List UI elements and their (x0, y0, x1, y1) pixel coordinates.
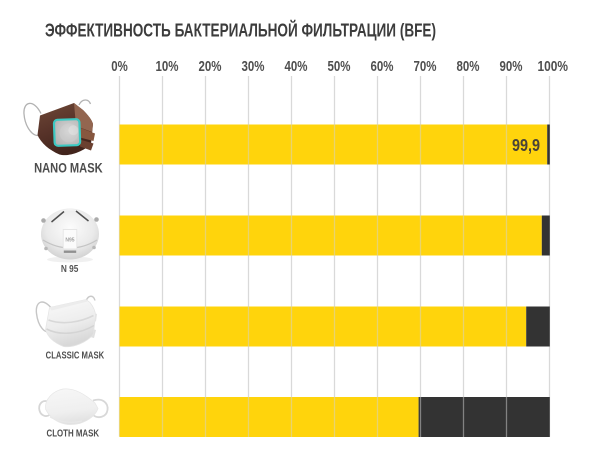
svg-text:100%: 100% (537, 58, 568, 75)
svg-text:70%: 70% (414, 58, 437, 75)
svg-text:N 95: N 95 (61, 264, 79, 275)
svg-text:90%: 90% (500, 58, 523, 75)
svg-text:NANO MASK: NANO MASK (34, 160, 103, 176)
svg-text:50%: 50% (328, 58, 351, 75)
svg-text:99,9: 99,9 (512, 135, 540, 155)
svg-text:0%: 0% (111, 58, 128, 75)
svg-text:ЭФФЕКТИВНОСТЬ БАКТЕРИАЛЬНОЙ ФИ: ЭФФЕКТИВНОСТЬ БАКТЕРИАЛЬНОЙ ФИЛЬТРАЦИИ (… (45, 20, 436, 41)
svg-text:80%: 80% (457, 58, 480, 75)
svg-text:N95: N95 (65, 238, 74, 244)
svg-text:CLOTH MASK: CLOTH MASK (47, 428, 100, 439)
svg-text:CLASSIC MASK: CLASSIC MASK (46, 349, 105, 361)
svg-text:10%: 10% (156, 58, 179, 75)
svg-text:40%: 40% (285, 58, 308, 75)
svg-text:30%: 30% (242, 58, 265, 75)
svg-text:60%: 60% (371, 58, 394, 75)
svg-text:20%: 20% (199, 58, 222, 75)
